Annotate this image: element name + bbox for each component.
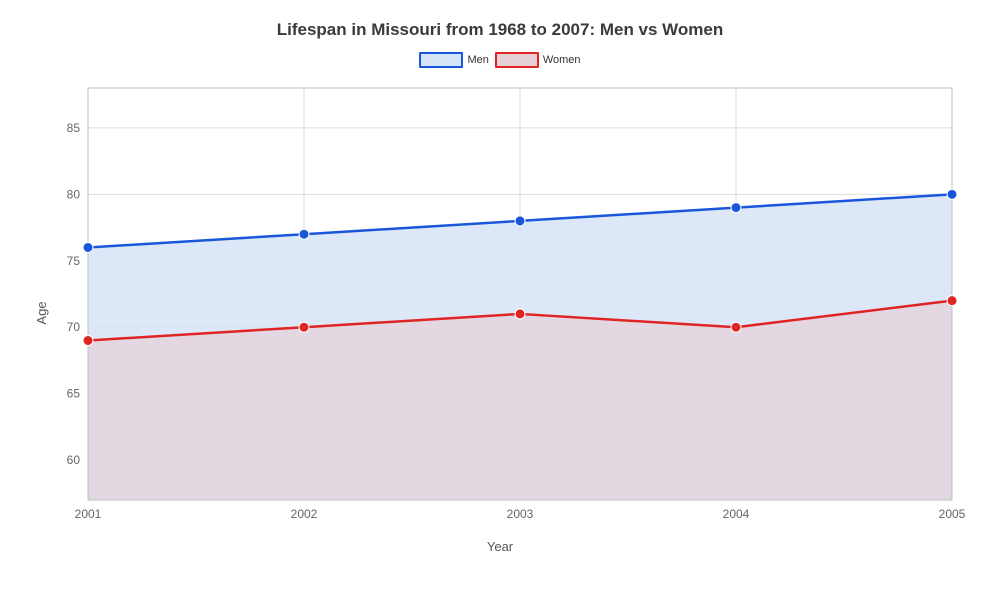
x-axis-label: Year — [487, 539, 513, 554]
plot-area: Age 60657075808520012002200320042005 Yea… — [30, 78, 970, 548]
svg-text:2004: 2004 — [723, 507, 750, 521]
svg-text:80: 80 — [67, 187, 81, 201]
chart-container: Lifespan in Missouri from 1968 to 2007: … — [0, 0, 1000, 600]
legend-item-women[interactable]: Women — [495, 52, 581, 68]
legend-item-men[interactable]: Men — [419, 52, 488, 68]
svg-text:65: 65 — [67, 387, 81, 401]
svg-text:2001: 2001 — [75, 507, 102, 521]
svg-text:2002: 2002 — [291, 507, 318, 521]
svg-text:60: 60 — [67, 453, 81, 467]
chart-title: Lifespan in Missouri from 1968 to 2007: … — [30, 20, 970, 40]
svg-text:2003: 2003 — [507, 507, 534, 521]
svg-text:2005: 2005 — [939, 507, 966, 521]
legend-swatch-women — [495, 52, 539, 68]
chart-svg: 60 65 70 75 80 85 2001 2002 2003 2004 2005 — [30, 78, 970, 548]
svg-text:85: 85 — [67, 121, 81, 135]
legend-swatch-men — [419, 52, 463, 68]
svg-text:70: 70 — [67, 320, 81, 334]
svg-text:75: 75 — [67, 254, 81, 268]
legend: Men Women — [30, 52, 970, 68]
legend-label-women: Women — [543, 54, 581, 66]
legend-label-men: Men — [467, 54, 488, 66]
